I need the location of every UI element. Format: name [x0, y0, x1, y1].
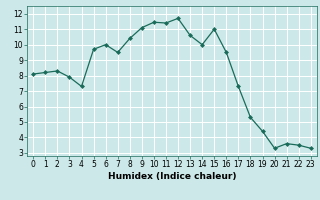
X-axis label: Humidex (Indice chaleur): Humidex (Indice chaleur)	[108, 172, 236, 181]
